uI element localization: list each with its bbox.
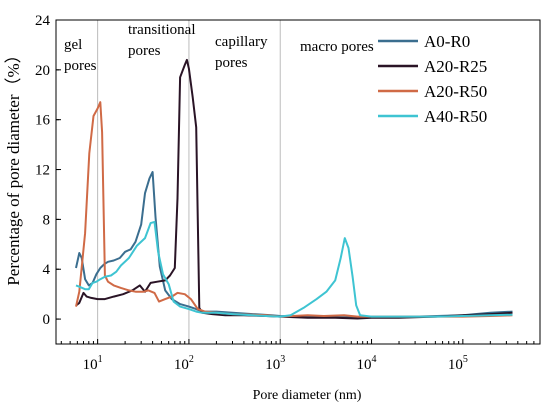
series-line-a20-r25: [75, 58, 513, 320]
series-lines: [75, 58, 513, 320]
series-line-a20-r50: [75, 101, 513, 318]
series-line-a40-r50: [75, 220, 513, 318]
x-tick-exponent: 3: [280, 354, 285, 365]
x-tick-base: 10: [448, 357, 463, 373]
y-tick-label: 4: [43, 262, 51, 278]
region-label: pores: [64, 58, 97, 74]
legend-label: A40-R50: [424, 107, 487, 126]
x-tick-base: 10: [83, 357, 98, 373]
legend-label: A0-R0: [424, 32, 470, 51]
region-label: gel: [64, 37, 82, 53]
series-line-a0-r0: [75, 171, 513, 319]
y-tick-label: 12: [35, 163, 50, 179]
x-tick-label: 102: [174, 354, 194, 373]
x-tick-exponent: 1: [98, 354, 103, 365]
x-tick-base: 10: [174, 357, 189, 373]
region-label: transitional: [128, 22, 196, 38]
y-tick-label: 0: [43, 312, 51, 328]
y-tick-label: 8: [43, 212, 51, 228]
y-tick-label: 24: [35, 13, 51, 29]
legend: A0-R0 A20-R25 A20-R50 A40-R50: [378, 32, 487, 126]
x-tick-base: 10: [357, 357, 372, 373]
y-axis-title: Percentage of pore diameter（%）: [4, 46, 23, 285]
x-tick-exponent: 5: [463, 354, 468, 365]
axes: [55, 19, 541, 345]
x-axis-ticks: 101 102 103 104 105: [60, 339, 541, 373]
x-axis-title: Pore diameter (nm): [253, 388, 362, 403]
y-tick-label: 16: [35, 113, 51, 129]
region-labels: gel pores transitional pores capillary pores m…: [64, 22, 374, 74]
region-label: macro pores: [300, 39, 374, 55]
x-tick-exponent: 4: [372, 354, 377, 365]
x-tick-label: 105: [448, 354, 468, 373]
x-tick-base: 10: [265, 357, 280, 373]
region-label: pores: [215, 55, 248, 71]
plot-frame: [55, 19, 541, 345]
region-label: capillary: [215, 34, 268, 50]
x-tick-label: 101: [83, 354, 103, 373]
legend-label: A20-R50: [424, 82, 487, 101]
legend-label: A20-R25: [424, 57, 487, 76]
region-label: pores: [128, 43, 161, 59]
x-tick-exponent: 2: [189, 354, 194, 365]
x-tick-label: 103: [265, 354, 285, 373]
y-tick-label: 20: [35, 63, 50, 79]
x-tick-label: 104: [357, 354, 377, 373]
y-axis-ticks: 0 4 8 12 16 20 24: [35, 13, 61, 328]
